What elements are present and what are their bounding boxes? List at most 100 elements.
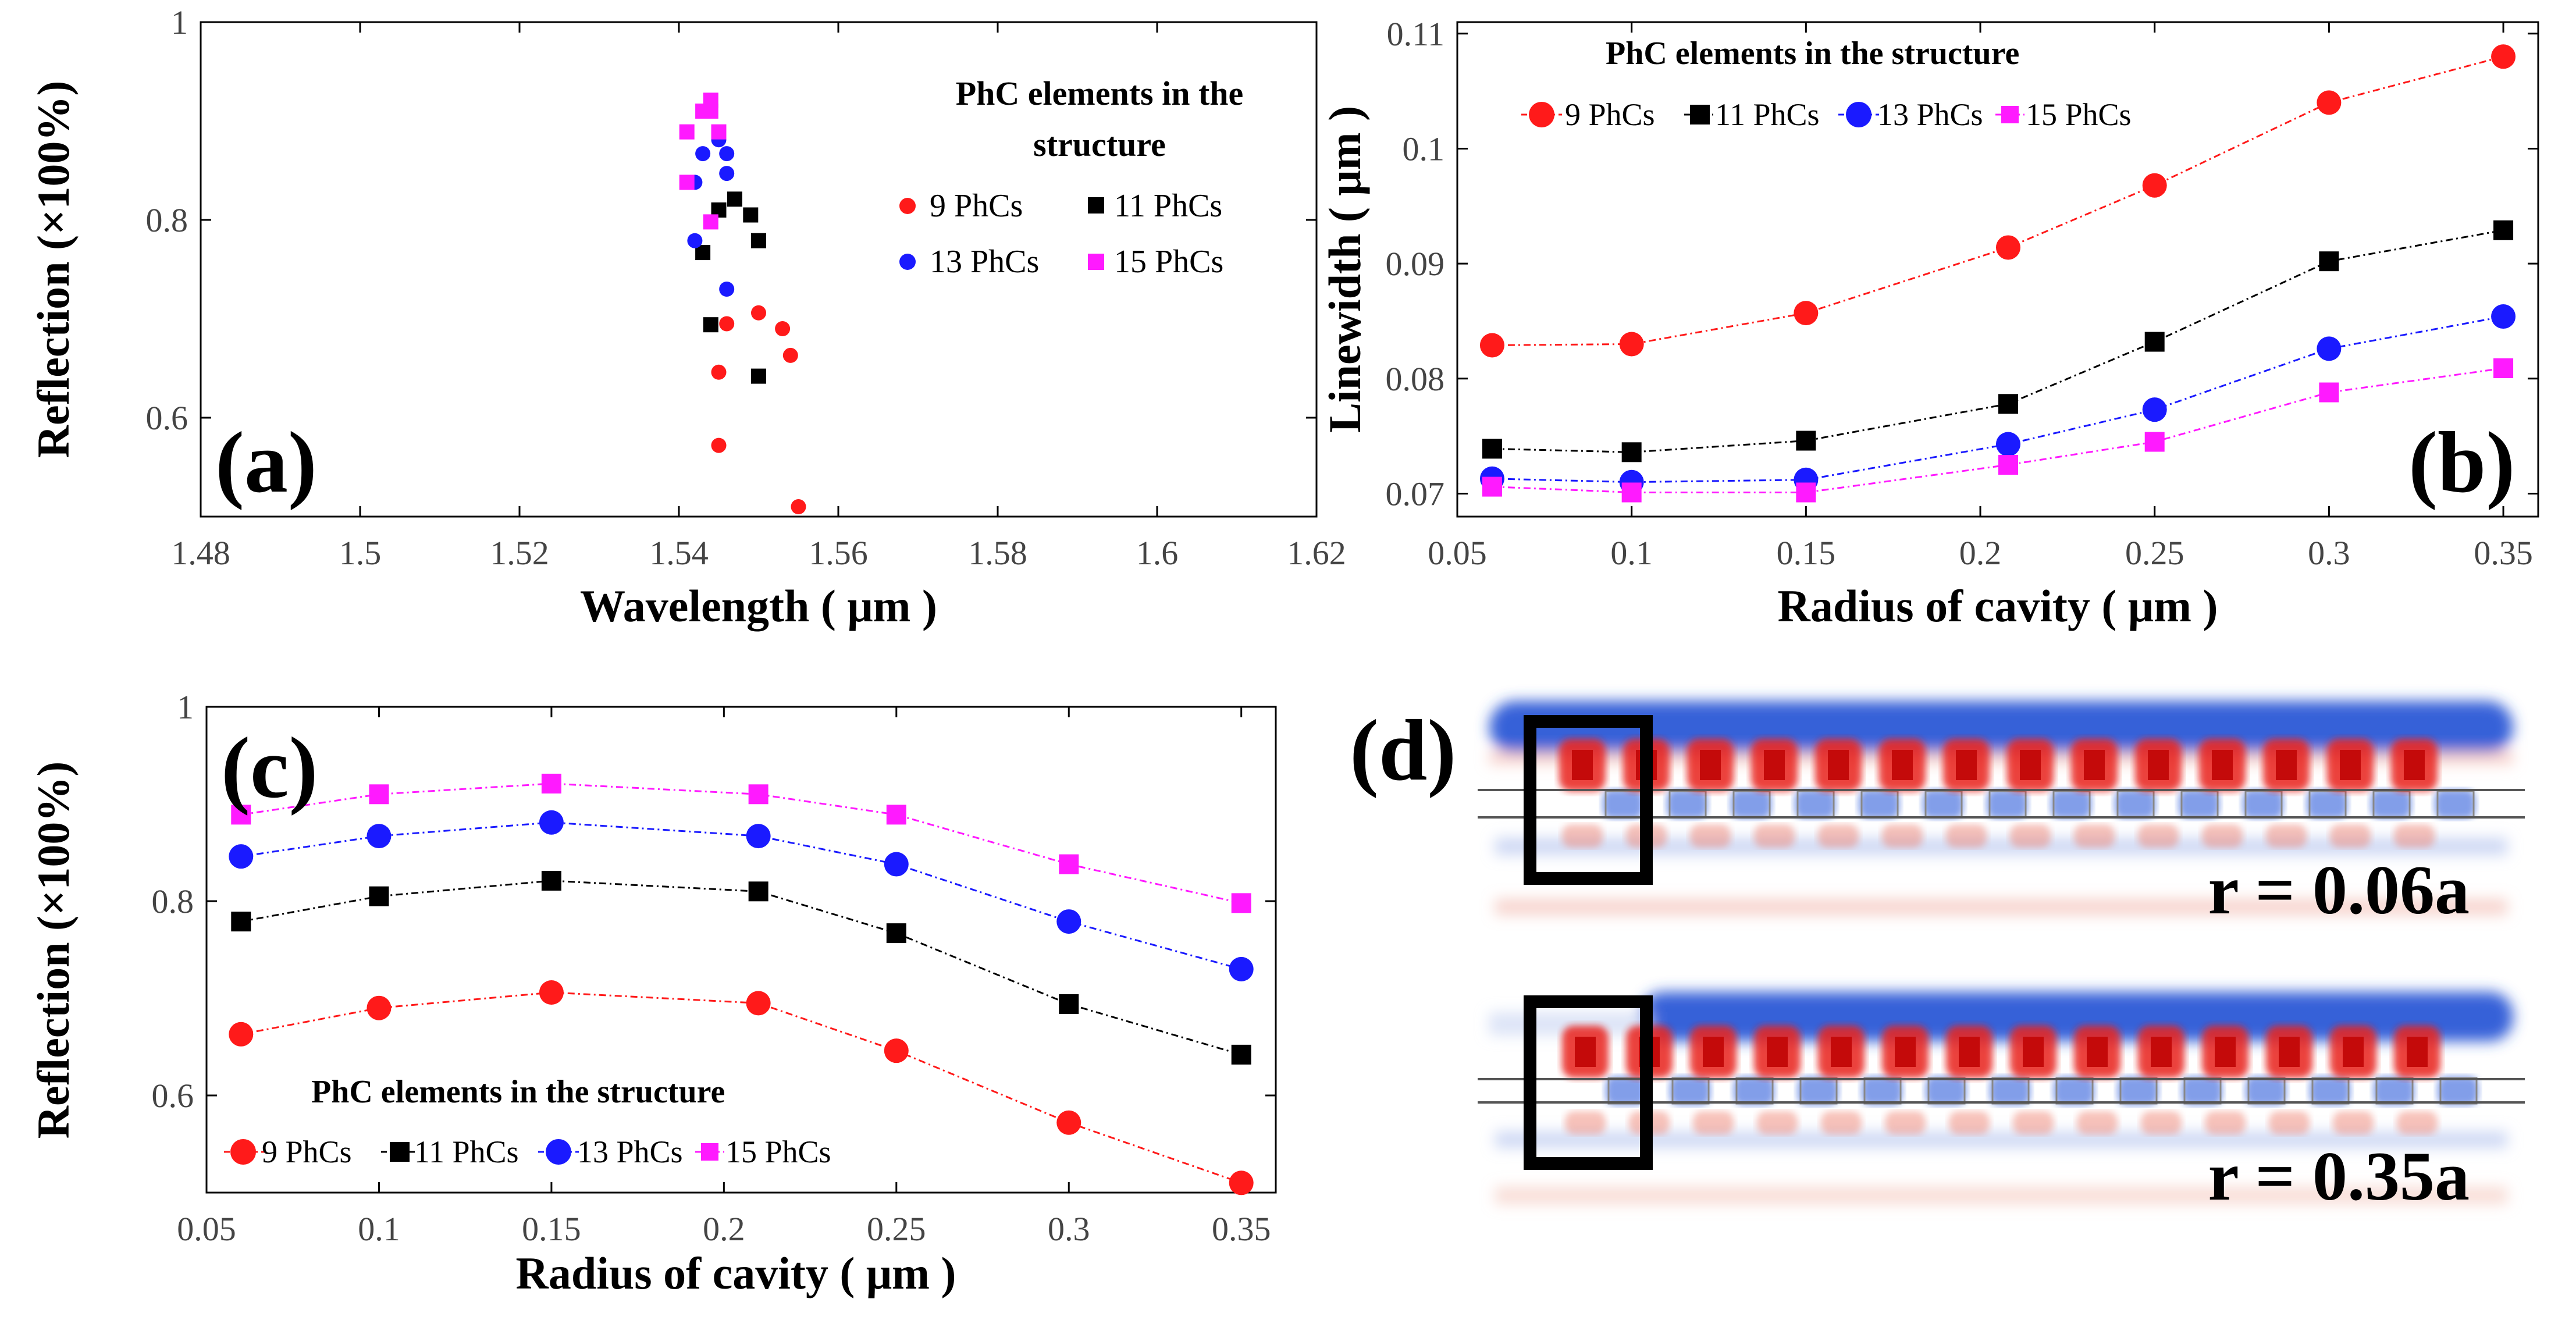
panel-a-ytick-label-0: 0.6 (146, 399, 188, 437)
panel-a-plot-frame (200, 21, 1318, 518)
panel-c-series-line-3 (241, 782, 1242, 904)
panel-b-point-s2-6 (2491, 304, 2516, 329)
panel-b-point-s3-4 (2144, 432, 2165, 452)
panel-a-point-s0-1 (711, 364, 727, 380)
panel-c-legend-marker-9 (230, 1139, 256, 1165)
d-top-cells-red-core-9 (2148, 750, 2169, 780)
panel-c-point-s3-4 (886, 805, 906, 825)
panel-b-legend-label-9: 9 PhCs (1565, 97, 1655, 132)
panel-b-point-s3-6 (2493, 358, 2514, 378)
field-map-bottom-caption: r = 0.35a (2208, 1137, 2470, 1215)
panel-c-plot-frame (205, 706, 1277, 1194)
d-bot-cells-red-core-11 (2279, 1037, 2300, 1067)
d-top-cells-blue-6 (1987, 789, 2027, 819)
d-top-cells-red-core-5 (1892, 750, 1913, 780)
panel-b-legend-entry-9: 9 PhCs (1521, 97, 1655, 132)
d-top-cells-pink-9 (2138, 824, 2179, 848)
d-bot-cells-pink-9 (2141, 1111, 2182, 1134)
panel-b-point-s0-0 (1479, 333, 1504, 358)
d-bot-cells-blue-7 (2054, 1076, 2094, 1105)
panel-a-xlabel: Wavelength ( μm ) (580, 581, 937, 631)
d-bot-cells-pink-2 (1693, 1111, 1734, 1134)
d-bot-cells-pink-7 (2013, 1111, 2054, 1134)
panel-b-data-marks (1479, 44, 2516, 503)
field-map-top: r = 0.06a (1478, 698, 2525, 945)
field-map-top-cells (1559, 739, 2475, 848)
field-map-bottom: r = 0.35a (1478, 989, 2525, 1225)
d-top-cells-blue-2 (1731, 789, 1771, 819)
panel-a-legend-label-13: 13 PhCs (930, 244, 1039, 280)
d-top-cells-pink-12 (2330, 824, 2371, 848)
d-bot-cells-pink-6 (1949, 1111, 1990, 1134)
panel-c-legend-marker-11 (390, 1142, 410, 1162)
d-top-cells-pink-10 (2202, 824, 2243, 848)
panel-a-point-s0-3 (751, 305, 766, 321)
panel-c-point-s0-6 (1229, 1170, 1254, 1196)
panel-c-point-s3-3 (748, 784, 768, 805)
panel-b-xtick-label-1: 0.1 (1610, 534, 1653, 572)
d-bot-cells-blue-5 (1926, 1076, 1966, 1105)
d-top-cells-pink-2 (1690, 824, 1731, 848)
panel-b-legend-entry-11: 11 PhCs (1684, 97, 1820, 132)
panel-b-legend-marker-9 (1529, 102, 1554, 127)
d-bot-cells-blue-10 (2246, 1076, 2286, 1105)
panel-b-ytick-label-2: 0.09 (1386, 245, 1445, 283)
panel-b-legend-marker-13 (1846, 102, 1871, 127)
d-bot-cells-red-core-7 (2023, 1037, 2044, 1067)
d-bot-cells-pink-13 (2397, 1111, 2438, 1134)
panel-c-xtick-label-2: 0.15 (522, 1210, 581, 1248)
panel-b-ticks: 0.05 0.1 0.15 0.2 0.25 0.3 0.35 0.07 0.08 0.09 0.1… (1386, 15, 2538, 572)
panel-c-legend-label-9: 9 PhCs (262, 1134, 352, 1169)
d-top-cells-pink-11 (2266, 824, 2307, 848)
d-top-cells-red-core-13 (2404, 750, 2425, 780)
panel-a-point-s1-6 (751, 368, 766, 384)
panel-a-xtick-label-2: 1.52 (490, 534, 549, 572)
d-top-cells-blue-7 (2051, 789, 2091, 819)
panel-b-point-s1-5 (2319, 251, 2339, 272)
panel-c-xlabel: Radius of cavity ( μm ) (516, 1248, 956, 1298)
panel-a-legend-label-9: 9 PhCs (930, 188, 1023, 224)
panel-c-point-s3-6 (1231, 893, 1251, 913)
d-bot-cells-pink-8 (2077, 1111, 2118, 1134)
panel-c-point-s0-3 (746, 991, 771, 1016)
d-bot-cells-red-core-5 (1895, 1037, 1916, 1067)
panel-a-ticks: 1.48 1.5 1.52 1.54 1.56 1.58 1.6 1.62 0.6 0.8 1 (146, 3, 1346, 572)
panel-b-point-s3-2 (1796, 482, 1816, 503)
field-map-bottom-cavity-box (1524, 995, 1653, 1170)
panel-c-data-marks (229, 773, 1254, 1196)
d-top-cells-blue-4 (1859, 789, 1899, 819)
d-top-cells-blue-8 (2115, 789, 2155, 819)
panel-c-point-s1-1 (369, 886, 389, 906)
d-bot-cells-pink-10 (2205, 1111, 2246, 1134)
d-top-cells-blue-13 (2435, 789, 2475, 819)
panel-c-legend-entry-15: 15 PhCs (695, 1134, 831, 1169)
panel-b-point-s0-4 (2142, 173, 2167, 198)
d-bot-cells-pink-12 (2333, 1111, 2374, 1134)
panel-c-point-s1-6 (1231, 1044, 1251, 1065)
panel-b-ylabel: Linewidth ( μm ) (1319, 106, 1370, 433)
panel-c-xtick-label-3: 0.2 (703, 1210, 745, 1248)
panel-c-legend-label-15: 15 PhCs (725, 1134, 831, 1169)
d-top-cells-red-core-7 (2020, 750, 2041, 780)
panel-d-label: (d) (1350, 702, 1456, 799)
panel-a-point-s0-0 (711, 437, 727, 453)
panel-a-point-s1-3 (727, 191, 742, 207)
panel-a-xtick-label-7: 1.62 (1287, 534, 1346, 572)
panel-a-label: (a) (215, 414, 317, 511)
panel-c-legend-label-11: 11 PhCs (414, 1134, 519, 1169)
panel-a-legend-entry-9: 9 PhCs (899, 188, 1023, 224)
panel-a-legend-label-11: 11 PhCs (1114, 188, 1222, 224)
panel-c-legend-label-13: 13 PhCs (577, 1134, 683, 1169)
panel-c-point-s2-5 (1056, 909, 1081, 934)
panel-b-ytick-label-0: 0.07 (1386, 475, 1445, 513)
d-top-cells-pink-4 (1818, 824, 1859, 848)
d-top-cells-blue-0 (1603, 789, 1643, 819)
panel-c-point-s2-2 (539, 810, 564, 835)
d-top-cells-pink-8 (2074, 824, 2115, 848)
d-bot-cells-blue-2 (1734, 1076, 1774, 1105)
panel-b-xtick-label-0: 0.05 (1428, 534, 1487, 572)
panel-c-point-s0-5 (1056, 1110, 1081, 1135)
panel-a-point-s3-1 (679, 124, 695, 140)
panel-b-point-s1-3 (1998, 394, 2018, 414)
